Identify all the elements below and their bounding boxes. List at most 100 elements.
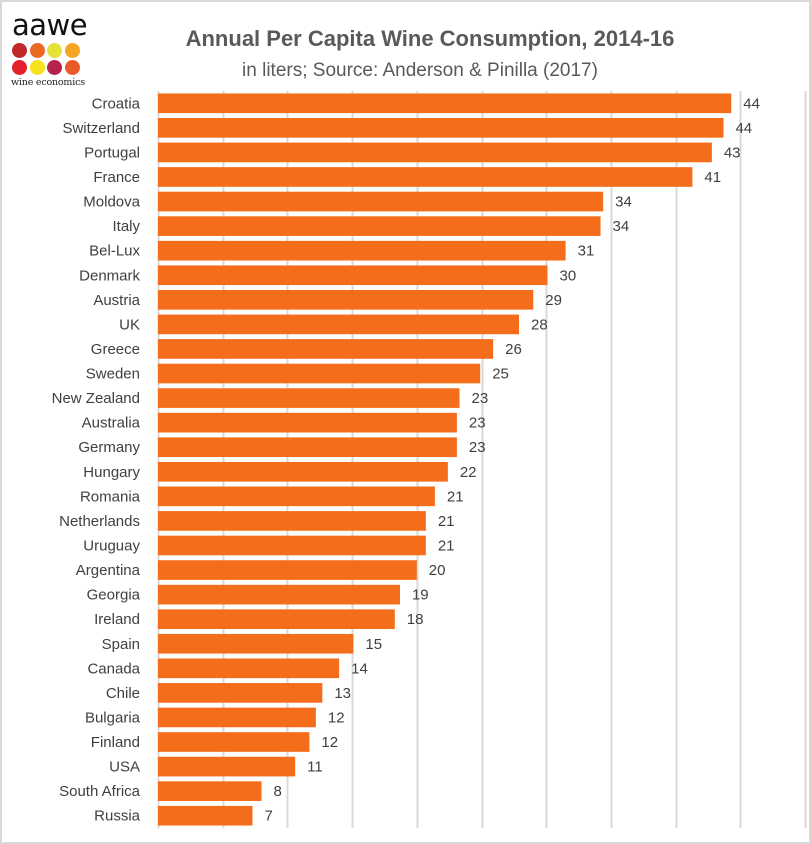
logo-dot xyxy=(47,43,62,58)
bars xyxy=(158,93,732,826)
data-label: 11 xyxy=(307,759,323,776)
category-label: Netherlands xyxy=(59,513,140,530)
data-label: 28 xyxy=(531,316,548,333)
bar xyxy=(158,240,566,261)
bar xyxy=(158,707,316,728)
category-label: Switzerland xyxy=(62,120,140,137)
category-label: Greece xyxy=(91,341,140,358)
category-label: Russia xyxy=(94,808,141,825)
category-label: Denmark xyxy=(79,267,140,284)
bar xyxy=(158,167,693,187)
data-label: 15 xyxy=(365,636,382,653)
data-label: 43 xyxy=(724,144,741,161)
data-label: 21 xyxy=(438,513,455,530)
data-label: 41 xyxy=(704,169,721,186)
data-label: 26 xyxy=(505,341,522,358)
logo-wordmark: aawe xyxy=(12,8,88,42)
data-label: 18 xyxy=(407,611,424,628)
bar xyxy=(158,461,448,482)
category-label: France xyxy=(93,169,140,186)
data-label: 20 xyxy=(429,562,446,579)
category-label: Spain xyxy=(102,636,140,653)
aawe-logo: aawe wine economics xyxy=(10,10,100,90)
category-label: Uruguay xyxy=(83,537,140,554)
bar xyxy=(158,412,457,433)
data-label: 8 xyxy=(274,783,282,800)
bar xyxy=(158,560,417,580)
bar xyxy=(158,289,534,310)
data-label: 12 xyxy=(328,709,345,726)
data-label: 29 xyxy=(545,292,562,309)
bar xyxy=(158,511,426,531)
chart-subtitle: in liters; Source: Anderson & Pinilla (2… xyxy=(242,60,598,81)
bar xyxy=(158,363,481,384)
bar xyxy=(158,781,262,801)
bar xyxy=(158,118,724,138)
bar xyxy=(158,609,395,630)
bar xyxy=(158,265,548,286)
chart-title: Annual Per Capita Wine Consumption, 2014… xyxy=(185,26,675,51)
category-label: South Africa xyxy=(59,783,141,800)
logo-dot xyxy=(12,43,27,58)
bar xyxy=(158,658,340,679)
data-label: 44 xyxy=(735,120,752,137)
logo-tagline: wine economics xyxy=(11,77,85,88)
data-label: 25 xyxy=(492,366,509,383)
logo-dot xyxy=(29,60,45,75)
category-label: Italy xyxy=(112,218,140,235)
data-label: 13 xyxy=(334,685,351,702)
logo-dot xyxy=(64,43,80,58)
data-label: 23 xyxy=(469,415,486,432)
data-label: 31 xyxy=(578,243,595,260)
category-label: Moldova xyxy=(83,194,140,211)
data-label: 19 xyxy=(412,587,429,604)
bar xyxy=(158,437,457,458)
bar xyxy=(158,339,494,359)
value-labels: 4444434134343130292826252323232221212120… xyxy=(264,95,759,824)
bar xyxy=(158,388,460,408)
data-label: 22 xyxy=(460,464,477,481)
category-label: New Zealand xyxy=(52,390,140,407)
data-label: 34 xyxy=(613,218,630,235)
category-label: Sweden xyxy=(86,366,140,383)
category-label: Portugal xyxy=(84,144,140,161)
data-label: 23 xyxy=(472,390,489,407)
data-label: 44 xyxy=(743,95,760,112)
category-label: Bel-Lux xyxy=(89,243,140,260)
bar xyxy=(158,216,601,236)
data-label: 23 xyxy=(469,439,486,456)
data-label: 21 xyxy=(447,488,464,505)
gridlines xyxy=(157,91,807,828)
bar xyxy=(158,633,354,654)
category-label: Argentina xyxy=(76,562,141,579)
bar xyxy=(158,535,426,556)
bar xyxy=(158,191,604,212)
bar xyxy=(158,93,732,114)
category-label: Croatia xyxy=(92,95,141,112)
data-label: 7 xyxy=(264,808,272,825)
category-label: Austria xyxy=(93,292,140,309)
category-label: Bulgaria xyxy=(85,709,141,726)
bar xyxy=(158,683,323,703)
bar xyxy=(158,732,310,752)
logo-dot xyxy=(64,60,80,75)
category-label: Chile xyxy=(106,685,140,702)
bar xyxy=(158,142,712,163)
bar xyxy=(158,584,400,605)
data-label: 14 xyxy=(351,660,368,677)
data-label: 21 xyxy=(438,537,455,554)
category-label: Georgia xyxy=(87,587,141,604)
category-label: Canada xyxy=(87,660,140,677)
bar xyxy=(158,805,253,826)
bar xyxy=(158,314,520,335)
category-label: Ireland xyxy=(94,611,140,628)
category-label: Germany xyxy=(78,439,140,456)
logo-dot xyxy=(12,60,27,75)
category-label: Hungary xyxy=(83,464,140,481)
data-label: 34 xyxy=(615,194,632,211)
category-label: Finland xyxy=(91,734,140,751)
data-label: 12 xyxy=(321,734,338,751)
bar xyxy=(158,486,435,507)
category-label: Romania xyxy=(80,488,141,505)
